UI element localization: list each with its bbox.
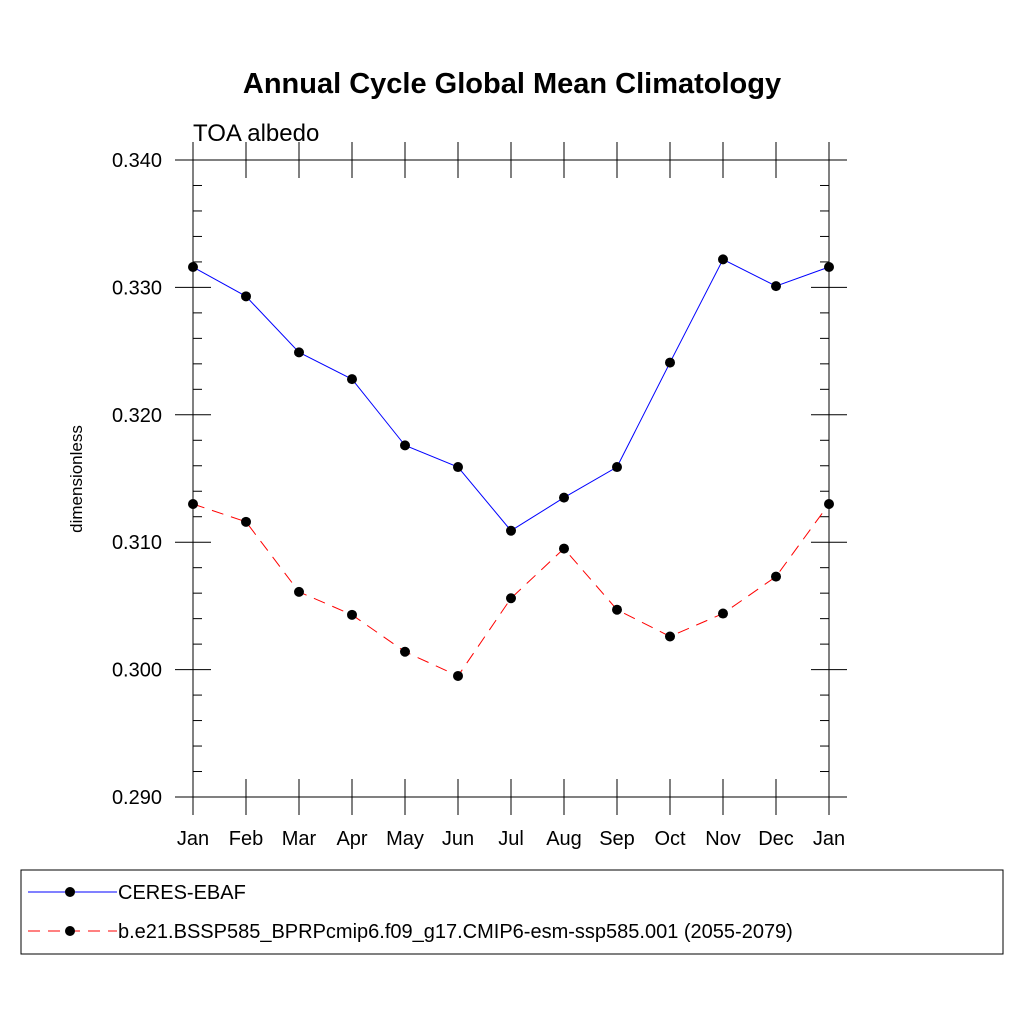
x-tick-label: Aug <box>546 828 582 850</box>
x-tick-label: May <box>386 828 424 850</box>
data-point <box>400 440 410 451</box>
data-point <box>453 462 463 473</box>
data-point <box>506 525 516 536</box>
chart-subtitle: TOA albedo <box>193 120 319 147</box>
data-point <box>718 254 728 265</box>
data-point <box>188 498 198 509</box>
legend-marker <box>65 926 75 936</box>
legend-entries: CERES-EBAF b.e21.BSSP585_BPRPcmip6.f09_g1… <box>28 882 793 943</box>
series-line <box>192 258 830 532</box>
y-tick-label: 0.310 <box>112 532 162 554</box>
data-point <box>241 291 251 302</box>
series-2 <box>188 498 834 681</box>
legend-label: CERES-EBAF <box>118 882 246 904</box>
data-point <box>559 543 569 554</box>
legend: CERES-EBAF b.e21.BSSP585_BPRPcmip6.f09_g1… <box>20 869 1004 955</box>
data-point <box>771 571 781 582</box>
x-tick-label: Oct <box>654 828 686 850</box>
legend-box <box>20 869 1004 955</box>
y-tick-label: 0.340 <box>112 150 162 172</box>
data-point <box>824 498 834 509</box>
x-tick-label: Dec <box>758 828 794 850</box>
x-tick-label: Jul <box>498 828 524 850</box>
data-point <box>824 262 834 273</box>
data-point <box>665 357 675 368</box>
data-point <box>771 281 781 292</box>
data-point <box>506 593 516 604</box>
chart-title: Annual Cycle Global Mean Climatology <box>243 68 781 100</box>
series-layer <box>188 254 834 681</box>
y-tick-label: 0.300 <box>112 660 162 682</box>
legend-marker <box>65 887 75 897</box>
data-point <box>294 347 304 358</box>
data-point <box>241 516 251 527</box>
data-point <box>665 631 675 642</box>
series-1 <box>188 254 834 536</box>
x-tick-label: Mar <box>282 828 317 850</box>
y-tick-label: 0.320 <box>112 405 162 427</box>
y-tick-labels: 0.290 0.300 0.310 0.320 0.330 0.340 <box>112 150 162 809</box>
x-tick-label: Jan <box>177 828 209 850</box>
y-axis-label: dimensionless <box>67 425 86 533</box>
y-tick-label: 0.330 <box>112 277 162 299</box>
x-tick-label: Feb <box>229 828 263 850</box>
x-tick-label: Jun <box>442 828 474 850</box>
data-point <box>400 646 410 657</box>
data-point <box>718 608 728 619</box>
data-point <box>188 262 198 273</box>
data-point <box>559 492 569 503</box>
x-tick-label: Jan <box>813 828 845 850</box>
data-point <box>612 604 622 615</box>
legend-item: CERES-EBAF <box>28 882 246 904</box>
plot-frame <box>192 159 830 798</box>
data-point <box>347 609 357 620</box>
data-point <box>347 374 357 385</box>
data-point <box>453 670 463 681</box>
x-tick-label: Sep <box>599 828 635 850</box>
data-point <box>294 586 304 597</box>
y-tick-label: 0.290 <box>112 787 162 809</box>
x-tick-label: Apr <box>336 828 367 850</box>
x-tick-labels: Jan Feb Mar Apr May Jun Jul Aug Sep Oct Nov Dec Jan <box>177 828 845 850</box>
axis-ticks <box>175 142 847 815</box>
x-tick-label: Nov <box>705 828 741 850</box>
legend-item: b.e21.BSSP585_BPRPcmip6.f09_g17.CMIP6-es… <box>28 921 793 943</box>
data-point <box>612 462 622 473</box>
legend-label: b.e21.BSSP585_BPRPcmip6.f09_g17.CMIP6-es… <box>118 921 793 943</box>
